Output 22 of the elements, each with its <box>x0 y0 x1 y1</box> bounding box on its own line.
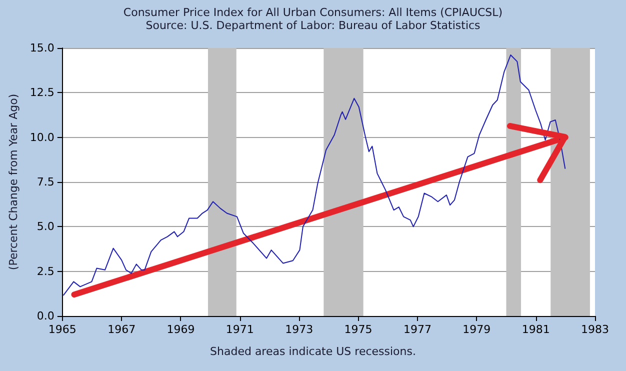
line-series <box>63 54 566 296</box>
x-tick-label: 1983 <box>581 323 609 336</box>
y-tick-label: 12.5 <box>30 86 54 100</box>
chart-title: Consumer Price Index for All Urban Consumers: All Items (CPIAUCSL) <box>123 6 503 19</box>
x-tick-label: 1965 <box>48 323 76 336</box>
x-tick-label: 1977 <box>403 323 432 336</box>
x-tick-label: 1971 <box>226 323 254 336</box>
y-tick-label: 7.5 <box>36 176 54 188</box>
x-tick-label: 1967 <box>108 323 136 336</box>
y-tick-label: 15.0 <box>30 42 54 54</box>
x-tick-label: 1969 <box>166 323 195 336</box>
x-tick-label: 1975 <box>344 323 372 336</box>
x-tick-label: 1981 <box>522 323 550 336</box>
y-tick-label: 2.5 <box>36 264 54 278</box>
x-tick-label: 1979 <box>462 323 491 336</box>
y-tick-label: 0.0 <box>36 310 54 322</box>
y-tick-label: 5.0 <box>36 220 54 234</box>
y-tick-label: 10.0 <box>30 130 54 144</box>
x-tick-label: 1973 <box>285 323 314 336</box>
y-axis-title: (Percent Change from Year Ago) <box>7 94 20 270</box>
chart-subtitle: Source: U.S. Department of Labor: Bureau of Labor Statistics <box>146 19 481 32</box>
text: Shaded areas indicate US recessions. <box>210 345 416 358</box>
